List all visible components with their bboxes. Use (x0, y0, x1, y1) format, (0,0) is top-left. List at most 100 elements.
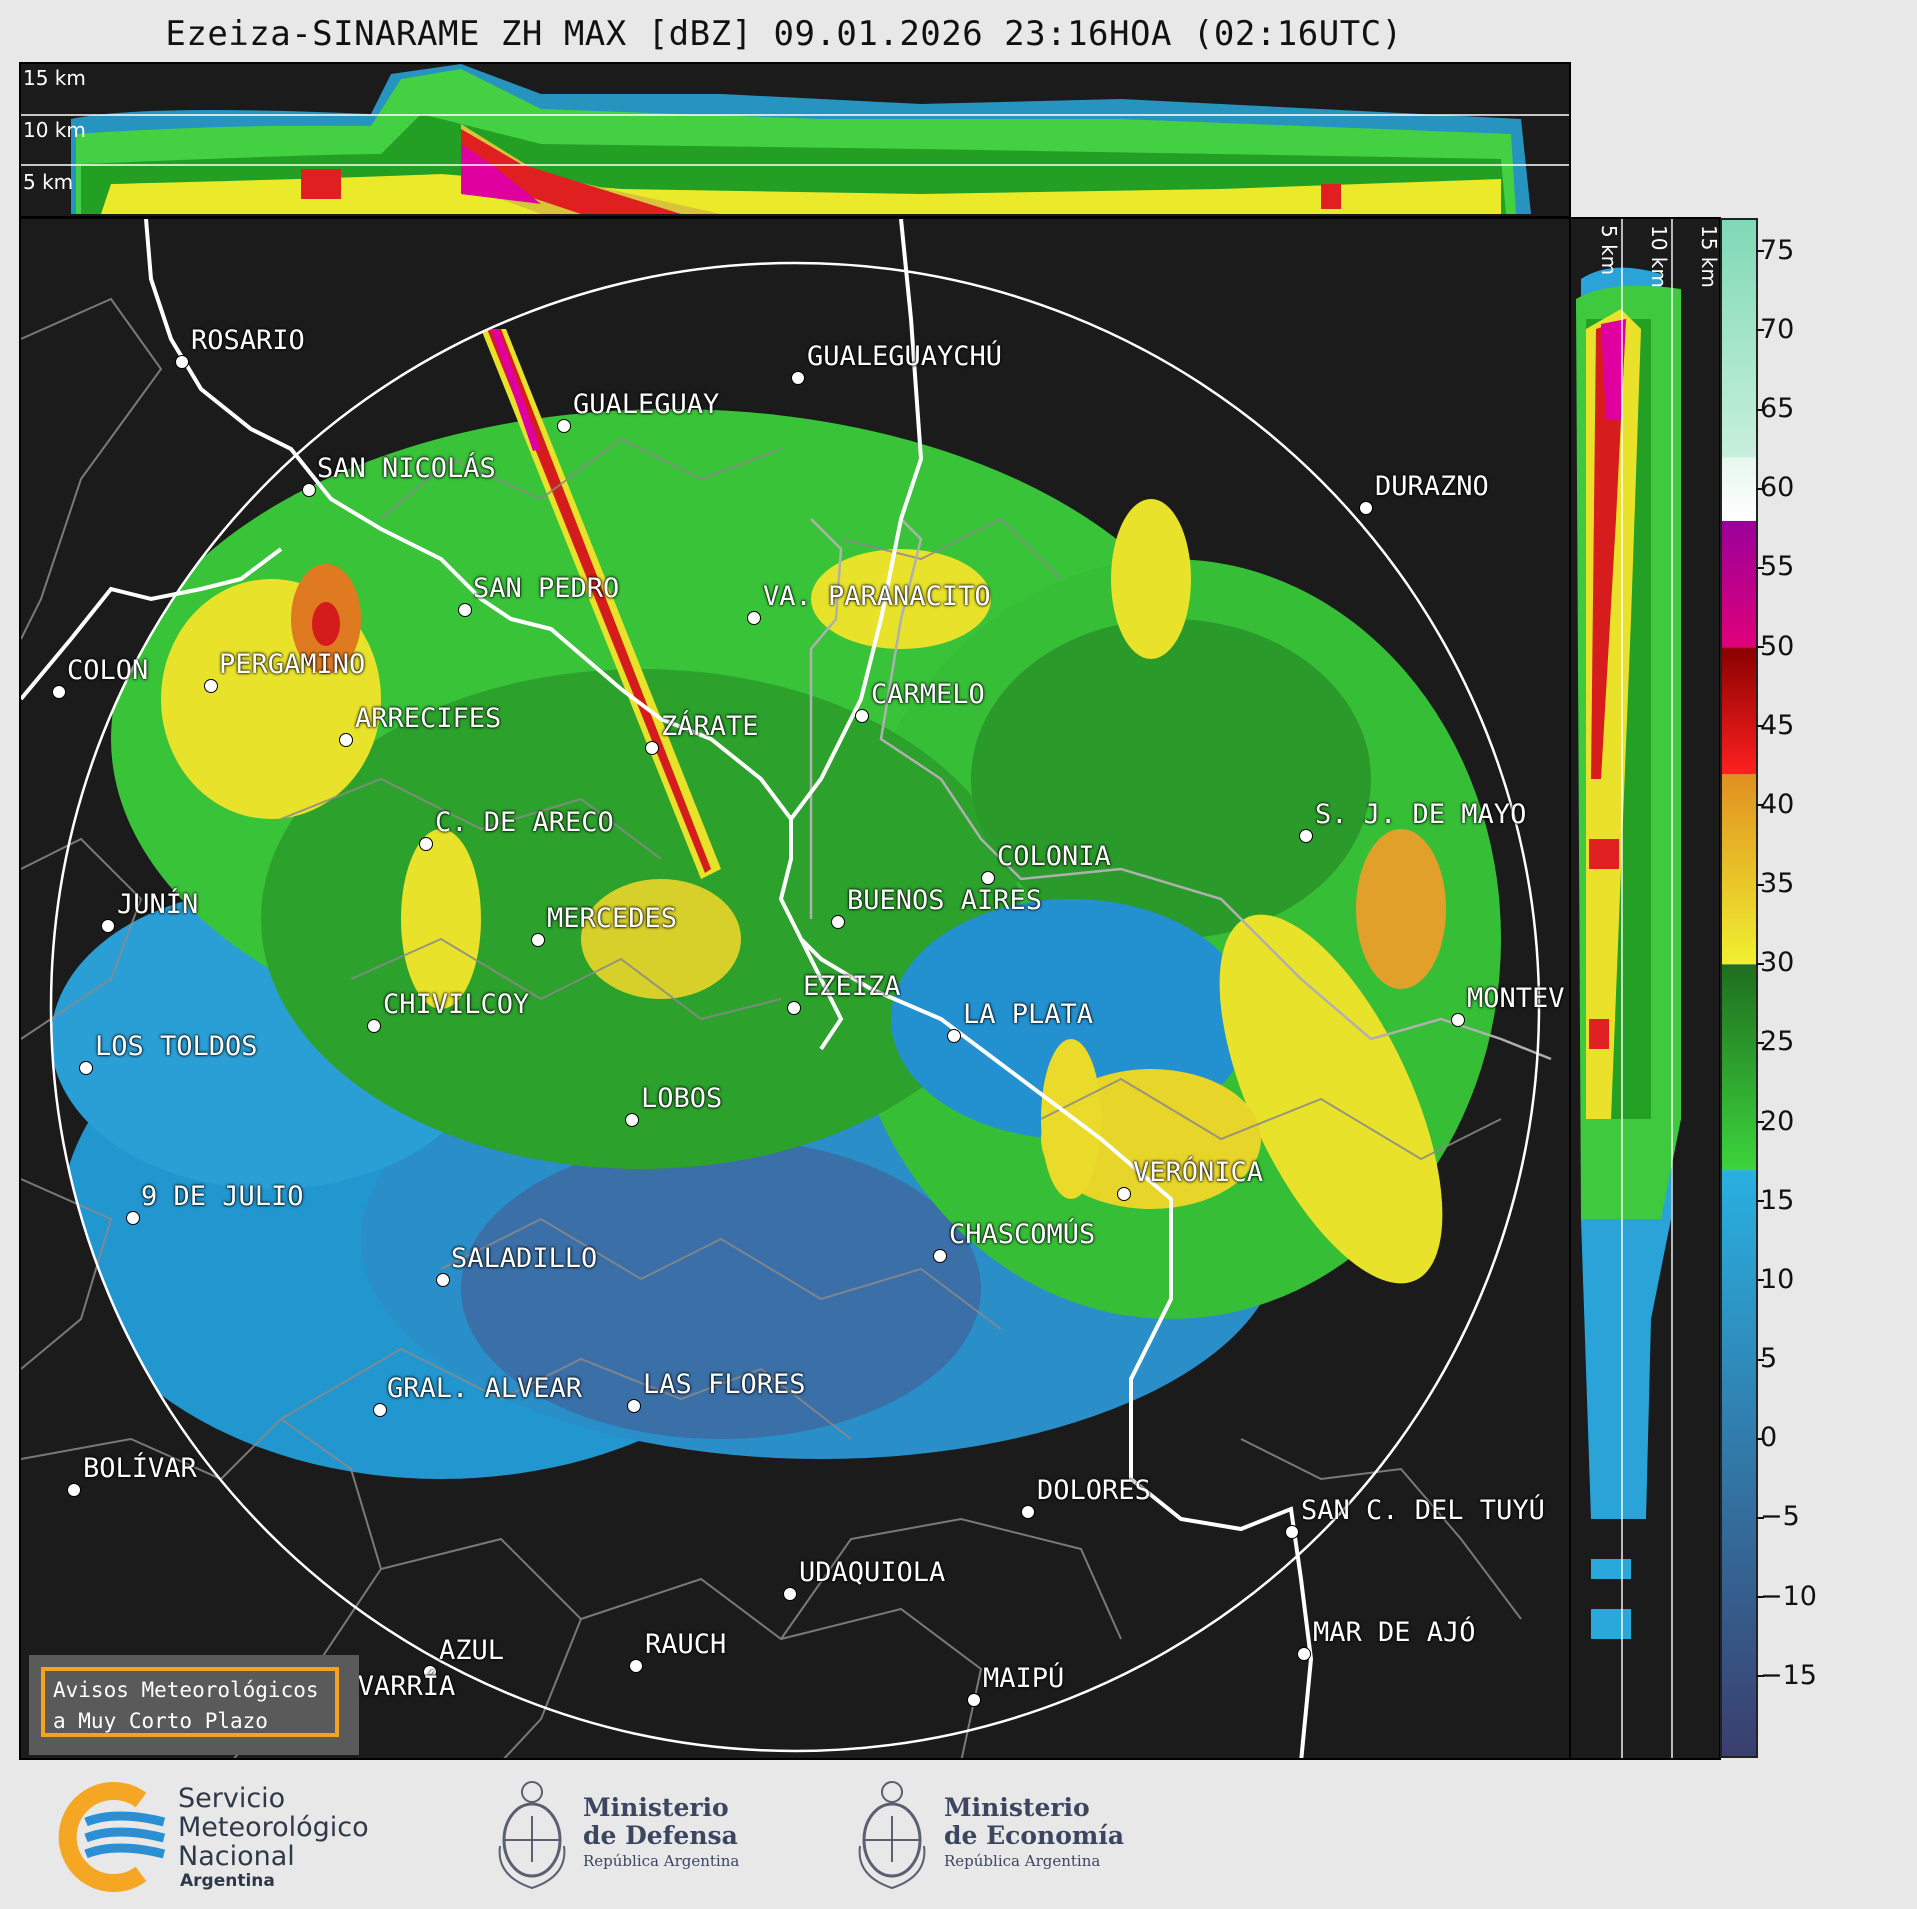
city-dot (1021, 1505, 1035, 1519)
colorbar-segment (1722, 520, 1756, 648)
city-label-saladillo: SALADILLO (451, 1243, 598, 1274)
entre-rios-border (809, 518, 843, 919)
colorbar-tick-label: −10 (1756, 1580, 1817, 1612)
city-label-sj-de-mayo: S. J. DE MAYO (1315, 799, 1527, 830)
colorbar-tick-label: 50 (1755, 630, 1795, 662)
top-height-label-10: 10 km (23, 118, 86, 142)
economia-line-3: República Argentina (944, 1852, 1101, 1870)
city-label-azul: AZUL (439, 1635, 505, 1666)
city-label-san-pedro: SAN PEDRO (473, 573, 620, 604)
footer: Servicio Meteorológico Nacional Argentin… (0, 1762, 1917, 1909)
colorbar-tick-label: 10 (1755, 1263, 1795, 1295)
side-cross-section-plot (1571, 219, 1719, 1758)
colorbar-tick-label: −5 (1756, 1501, 1800, 1533)
city-label-colonia: COLONIA (997, 841, 1111, 872)
city-label-san-nicolas: SAN NICOLÁS (317, 453, 496, 484)
city-label-carmelo: CARMELO (871, 679, 985, 710)
top-cross-section-panel: 15 km 10 km 5 km (19, 62, 1571, 218)
side-height-label-15: 15 km (1697, 225, 1721, 288)
city-label-arrecifes: ARRECIFES (355, 703, 502, 734)
city-dot (625, 1113, 639, 1127)
city-label-las-flores: LAS FLORES (643, 1369, 806, 1400)
city-dot (629, 1659, 643, 1673)
colorbar-tick-label: 20 (1755, 1105, 1795, 1137)
city-dot (126, 1211, 140, 1225)
chart-title: Ezeiza-SINARAME ZH MAX [dBZ] 09.01.2026 … (165, 14, 1403, 54)
city-label-bolivar: BOLÍVAR (83, 1453, 197, 1484)
colorbar-tick-label: 40 (1755, 788, 1795, 820)
top-cross-section-plot (21, 64, 1569, 216)
smn-line-2: Meteorológico (178, 1812, 369, 1843)
department-borders (21, 297, 1522, 1758)
city-dot (1285, 1525, 1299, 1539)
city-label-ezeiza: EZEIZA (803, 971, 901, 1002)
colorbar-tick-label: −15 (1756, 1659, 1817, 1691)
side-height-label-5: 5 km (1597, 225, 1621, 276)
city-label-dolores: DOLORES (1037, 1475, 1151, 1506)
city-dot (791, 371, 805, 385)
uruguay-border (879, 518, 1552, 1061)
city-dot (436, 1273, 450, 1287)
radar-map (21, 219, 1569, 1758)
city-dot (458, 603, 472, 617)
argentina-coat-of-arms-icon (498, 1781, 566, 1890)
city-dot (339, 733, 353, 747)
city-label-mar-de-ajo: MAR DE AJÓ (1313, 1617, 1476, 1648)
city-label-maipu: MAIPÚ (983, 1663, 1065, 1694)
city-dot (67, 1483, 81, 1497)
city-label-junin: JUNÍN (117, 889, 199, 920)
city-dot (302, 483, 316, 497)
colorbar-segment (1722, 647, 1756, 775)
city-dot (783, 1587, 797, 1601)
colorbar-tick-label: 30 (1755, 947, 1795, 979)
city-dot (981, 871, 995, 885)
colorbar-tick-label: 45 (1755, 709, 1795, 741)
colorbar (1720, 218, 1758, 1758)
radar-map-panel: ROSARIO GUALEGUAYCHÚ GUALEGUAY SAN NICOL… (19, 217, 1571, 1760)
colorbar-segment (1722, 457, 1756, 521)
smn-logo-icon (58, 1782, 166, 1892)
city-label-los-toldos: LOS TOLDOS (95, 1031, 258, 1062)
city-label-9-de-julio: 9 DE JULIO (141, 1181, 304, 1212)
city-dot (967, 1693, 981, 1707)
smn-line-3: Nacional (178, 1841, 295, 1872)
top-height-label-5: 5 km (23, 170, 74, 194)
city-dot (645, 741, 659, 755)
smn-name: Servicio Meteorológico Nacional Argentin… (178, 1784, 369, 1891)
colorbar-segment (1722, 964, 1756, 1171)
city-label-gualeguaychu: GUALEGUAYCHÚ (807, 341, 1003, 372)
city-dot (1297, 1647, 1311, 1661)
city-label-durazno: DURAZNO (1375, 471, 1489, 502)
city-label-chivilcoy: CHIVILCOY (383, 989, 530, 1020)
notice-box: Avisos Meteorológicos a Muy Corto Plazo (29, 1655, 359, 1755)
city-dot (419, 837, 433, 851)
defensa-name: Ministerio de Defensa República Argentin… (583, 1794, 739, 1872)
city-dot (747, 611, 761, 625)
colorbar-tick-label: 70 (1755, 313, 1795, 345)
city-dot (831, 915, 845, 929)
city-label-rauch: RAUCH (645, 1629, 727, 1660)
city-dot (1451, 1013, 1465, 1027)
top-height-label-15: 15 km (23, 66, 86, 90)
city-dot (101, 919, 115, 933)
city-label-rosario: ROSARIO (191, 325, 305, 356)
economia-name: Ministerio de Economía República Argenti… (944, 1794, 1124, 1872)
city-label-gualeguay: GUALEGUAY (573, 389, 720, 420)
city-label-buenos-aires: BUENOS AIRES (847, 885, 1043, 916)
city-dot (175, 355, 189, 369)
city-dot (855, 709, 869, 723)
side-cross-section-panel: 5 km 10 km 15 km (1569, 217, 1721, 1760)
city-label-gral-alvear: GRAL. ALVEAR (387, 1373, 583, 1404)
notice-line-2: a Muy Corto Plazo (53, 1709, 268, 1733)
city-dot (204, 679, 218, 693)
city-label-va-paranacito: VA. PARANACITO (763, 581, 991, 612)
city-dot (373, 1403, 387, 1417)
side-height-label-10: 10 km (1647, 225, 1671, 288)
city-label-udaquiola: UDAQUIOLA (799, 1557, 946, 1588)
argentina-coat-of-arms-icon (858, 1781, 926, 1890)
smn-line-1: Servicio (178, 1783, 286, 1814)
city-label-lobos: LOBOS (641, 1083, 723, 1114)
defensa-line-3: República Argentina (583, 1852, 740, 1870)
city-dot (557, 419, 571, 433)
city-label-mercedes: MERCEDES (547, 903, 678, 934)
